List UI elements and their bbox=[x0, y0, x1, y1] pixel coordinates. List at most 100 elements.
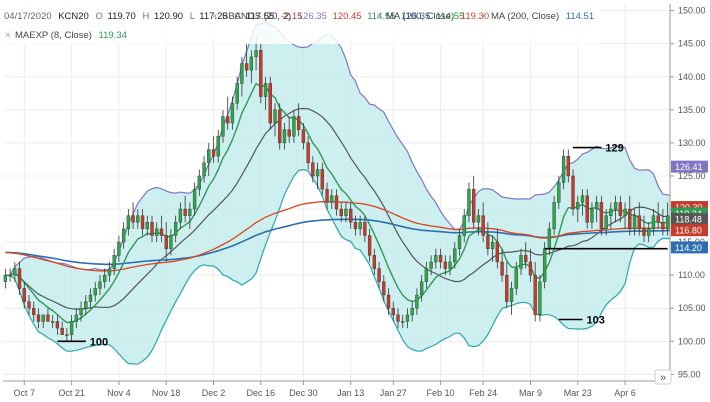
annotation-label: 103 bbox=[586, 314, 604, 326]
candle bbox=[339, 202, 343, 223]
candle-body bbox=[618, 202, 622, 216]
candle-body bbox=[173, 222, 178, 236]
candle-body bbox=[65, 334, 69, 336]
candle-body bbox=[287, 129, 291, 137]
candle bbox=[211, 136, 216, 163]
annotation-label: 129 bbox=[605, 143, 623, 155]
x-tick-label: Nov 18 bbox=[152, 388, 181, 398]
candle-body bbox=[121, 228, 126, 243]
ma100-remove-icon[interactable]: × bbox=[376, 11, 382, 22]
candle-body bbox=[642, 228, 646, 236]
candle-body bbox=[490, 241, 495, 249]
candle bbox=[372, 248, 377, 276]
candle bbox=[84, 295, 88, 315]
candle bbox=[472, 175, 476, 229]
candle bbox=[580, 189, 585, 216]
candle-body bbox=[576, 202, 580, 210]
candle bbox=[665, 202, 670, 236]
candle-body bbox=[382, 281, 386, 296]
candle-body bbox=[320, 169, 324, 190]
price-tag-label: 116.80 bbox=[675, 226, 702, 236]
candle-body bbox=[377, 268, 381, 282]
candle bbox=[178, 202, 183, 229]
candle bbox=[438, 248, 443, 269]
ema-remove-icon[interactable]: × bbox=[5, 30, 11, 41]
legend-open-value: 119.70 bbox=[107, 11, 135, 22]
candle-body bbox=[46, 314, 50, 322]
candle bbox=[566, 149, 570, 183]
candle-body bbox=[524, 255, 528, 263]
candle bbox=[401, 314, 405, 329]
candle bbox=[467, 182, 471, 223]
candle bbox=[27, 295, 31, 315]
ma200-remove-icon[interactable]: × bbox=[481, 11, 487, 22]
x-tick-label: Mar 9 bbox=[519, 388, 542, 398]
candle-body bbox=[585, 195, 589, 223]
candle-body bbox=[278, 109, 282, 144]
y-tick-label: 110.00 bbox=[678, 270, 705, 280]
candle bbox=[647, 222, 651, 243]
candle-body bbox=[107, 268, 112, 276]
candle bbox=[661, 209, 665, 236]
legend-high-value: 120.90 bbox=[154, 11, 183, 22]
candle bbox=[263, 76, 268, 110]
ema-label: MAEXP (8, Close) bbox=[15, 30, 92, 41]
candle bbox=[429, 255, 433, 276]
candle bbox=[642, 215, 646, 243]
candle bbox=[69, 314, 74, 342]
candle bbox=[500, 248, 504, 282]
candle bbox=[164, 222, 168, 262]
candle bbox=[226, 96, 230, 130]
candle-body bbox=[353, 222, 358, 230]
candle-body bbox=[273, 109, 277, 124]
candle bbox=[628, 195, 632, 236]
candle-body bbox=[533, 274, 537, 316]
candle-body bbox=[178, 208, 183, 223]
x-tick-label: Feb 24 bbox=[469, 388, 497, 398]
candle bbox=[419, 275, 424, 302]
candle bbox=[476, 209, 481, 236]
ma200-value: 114.51 bbox=[566, 11, 594, 22]
candle-body bbox=[367, 235, 372, 256]
candle-body bbox=[571, 175, 575, 210]
x-tick-label: Dec 16 bbox=[247, 388, 276, 398]
candle bbox=[13, 261, 17, 282]
legend-close-label: C bbox=[234, 11, 241, 22]
bbands-remove-icon[interactable]: × bbox=[212, 11, 218, 22]
expand-button[interactable] bbox=[654, 369, 672, 385]
candle bbox=[3, 268, 8, 289]
expand-icon[interactable]: » bbox=[660, 372, 666, 384]
candle bbox=[486, 222, 490, 256]
candle-body bbox=[51, 321, 55, 323]
candle bbox=[363, 215, 367, 243]
candle bbox=[207, 142, 211, 176]
candle-body bbox=[36, 314, 41, 322]
candle bbox=[618, 195, 622, 223]
candle bbox=[107, 261, 112, 282]
candle-body bbox=[202, 162, 206, 177]
candle bbox=[609, 202, 613, 229]
candle bbox=[244, 43, 249, 77]
candle-body bbox=[268, 83, 272, 124]
candle-body bbox=[22, 288, 26, 302]
price-tag-label: 118.48 bbox=[675, 215, 702, 225]
candle-body bbox=[292, 116, 296, 137]
candle-body bbox=[628, 208, 632, 230]
candle-body bbox=[419, 281, 424, 296]
candle-body bbox=[580, 195, 585, 203]
candle-body bbox=[434, 255, 438, 263]
candle bbox=[561, 149, 566, 190]
candle bbox=[301, 123, 306, 150]
candle-body bbox=[349, 208, 353, 223]
candle-body bbox=[410, 308, 414, 316]
candle-body bbox=[13, 268, 17, 276]
candle bbox=[590, 202, 594, 229]
candle-body bbox=[197, 175, 201, 190]
candle bbox=[415, 288, 419, 315]
y-axis-panel bbox=[670, 0, 710, 402]
candle bbox=[386, 288, 391, 315]
candle bbox=[505, 261, 509, 309]
candle-body bbox=[136, 215, 140, 223]
candle-body bbox=[405, 314, 410, 322]
